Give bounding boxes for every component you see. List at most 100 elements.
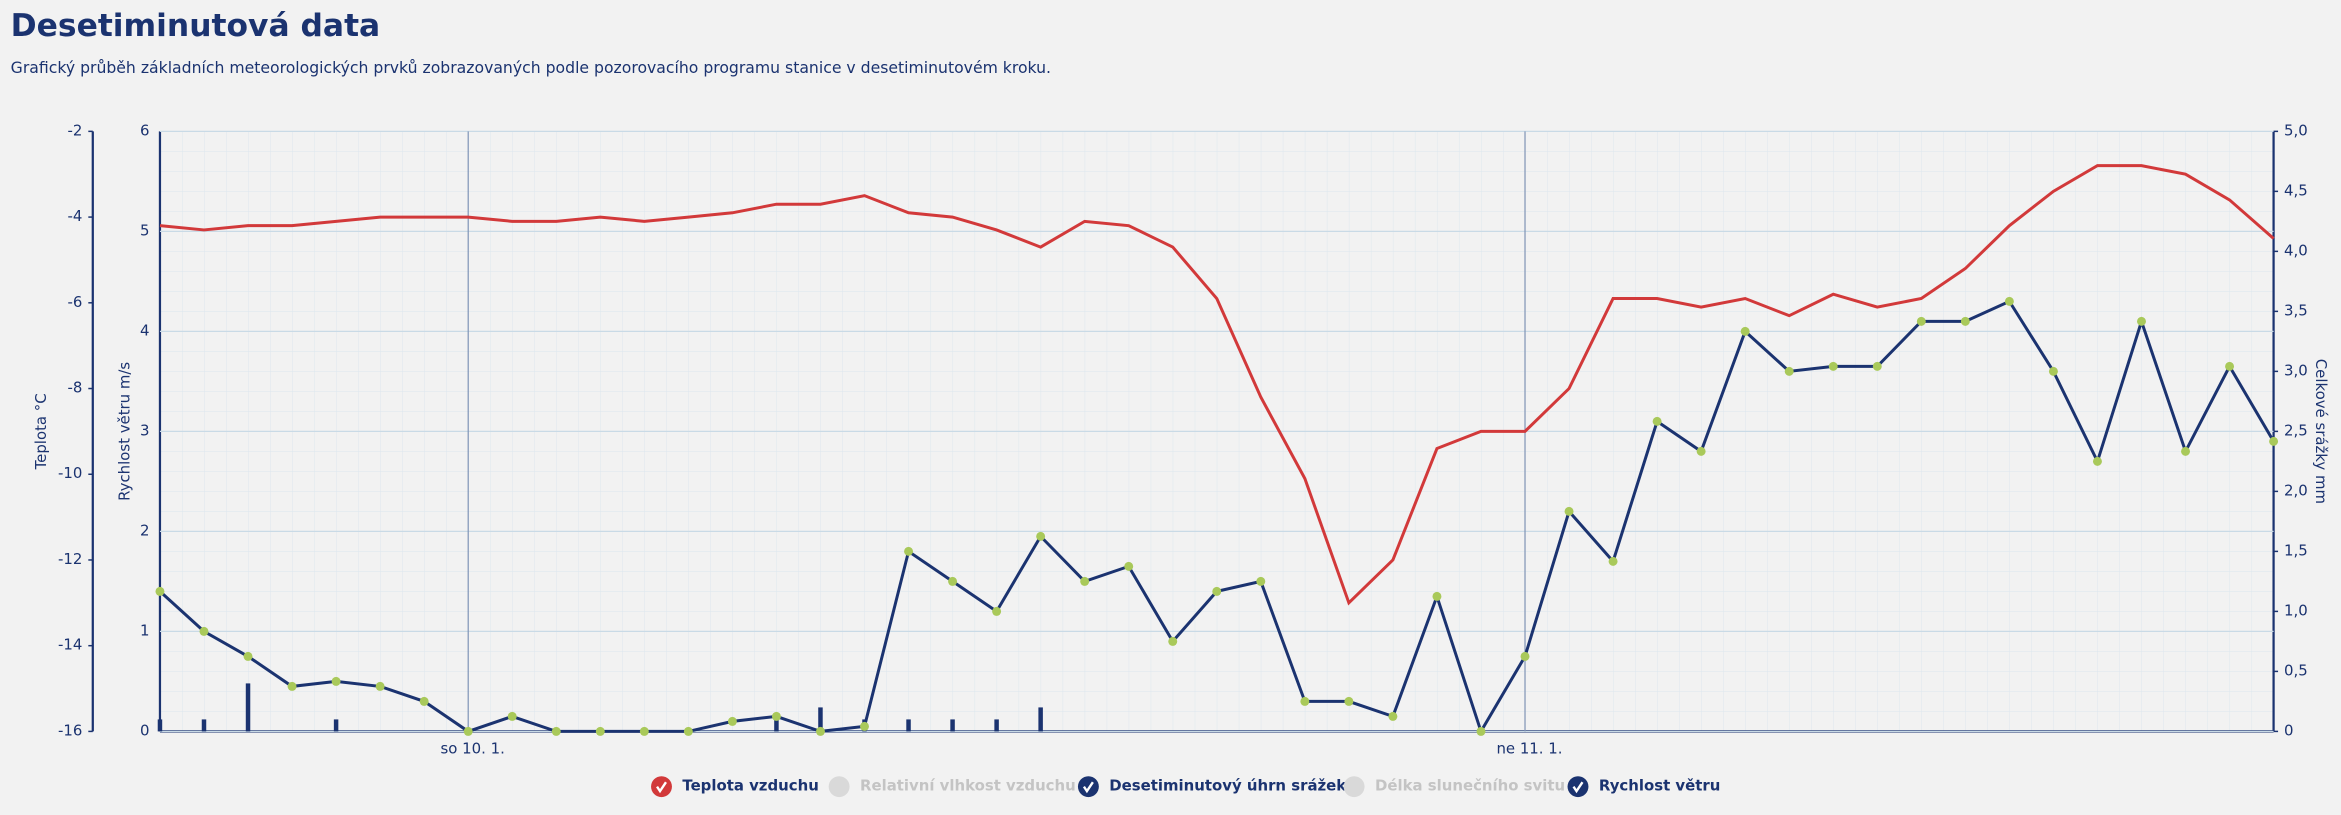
temp-tick-label: -8 bbox=[67, 379, 82, 397]
wind-tick-label: 4 bbox=[140, 321, 149, 339]
wind-marker bbox=[507, 711, 517, 721]
wind-marker bbox=[243, 651, 253, 661]
wind-marker bbox=[1872, 361, 1882, 371]
precip-tick-label: 1,0 bbox=[2284, 601, 2308, 619]
wind-marker bbox=[1036, 531, 1046, 541]
wind-marker bbox=[1080, 576, 1090, 586]
precip-bar bbox=[245, 683, 251, 732]
temp-axis-title: Teplota °C bbox=[32, 393, 50, 470]
wind-marker bbox=[683, 726, 693, 736]
precip-bar bbox=[818, 707, 823, 732]
precip-axis-title: Celkové srážky mm bbox=[2312, 359, 2330, 504]
wind-marker bbox=[639, 726, 649, 736]
legend-swatch[interactable] bbox=[1343, 776, 1365, 798]
precip-tick-label: 0 bbox=[2284, 721, 2293, 739]
wind-marker bbox=[1344, 696, 1354, 706]
precip-tick-label: 4,5 bbox=[2284, 181, 2308, 199]
wind-marker bbox=[1300, 696, 1310, 706]
wind-marker bbox=[948, 576, 958, 586]
precip-bar bbox=[994, 719, 999, 732]
temperature-line bbox=[159, 164, 2275, 606]
legend-check bbox=[1082, 781, 1094, 794]
wind-marker bbox=[860, 721, 869, 731]
legend-label[interactable]: Teplota vzduchu bbox=[682, 777, 818, 795]
wind-tick-label: 3 bbox=[140, 421, 149, 439]
precip-tick-label: 3,5 bbox=[2284, 301, 2308, 319]
precip-tick-label: 5,0 bbox=[2284, 121, 2308, 139]
x-tick-label: so 10. 1. bbox=[441, 739, 505, 757]
wind-marker bbox=[2137, 316, 2146, 326]
wind-tick-label: 2 bbox=[140, 521, 149, 539]
legend-swatch[interactable] bbox=[651, 776, 672, 798]
x-tick-label: ne 11. 1. bbox=[1496, 739, 1562, 757]
wind-marker bbox=[1652, 416, 1662, 426]
temp-tick-label: -16 bbox=[58, 721, 82, 739]
wind-marker bbox=[375, 681, 385, 691]
wind-marker bbox=[199, 626, 209, 636]
precip-tick-label: 2,0 bbox=[2284, 481, 2308, 499]
precip-tick-label: 0,5 bbox=[2284, 661, 2308, 679]
wind-marker bbox=[155, 586, 165, 596]
legend-swatch[interactable] bbox=[828, 776, 850, 798]
wind-marker bbox=[1168, 636, 1178, 646]
wind-marker bbox=[331, 676, 341, 686]
wind-marker bbox=[1960, 316, 1970, 326]
legend-label[interactable]: Rychlost větru bbox=[1599, 777, 1720, 795]
page-title: Desetiminutová data bbox=[11, 8, 380, 44]
wind-tick-label: 5 bbox=[140, 221, 149, 239]
page-subtitle: Grafický průběh základních meteorologick… bbox=[11, 58, 1051, 77]
wind-tick-label: 6 bbox=[140, 121, 149, 139]
legend-swatch[interactable] bbox=[1567, 776, 1589, 798]
precip-tick-label: 1,5 bbox=[2284, 541, 2308, 559]
wind-marker bbox=[1388, 711, 1398, 721]
wind-marker bbox=[1564, 506, 1574, 516]
wind-marker bbox=[1476, 726, 1486, 736]
wind-marker bbox=[992, 606, 1002, 616]
temp-tick-label: -2 bbox=[67, 121, 82, 139]
wind-marker bbox=[463, 726, 473, 736]
wind-marker bbox=[1608, 556, 1618, 566]
legend-label[interactable]: Délka slunečního svitu bbox=[1375, 777, 1565, 795]
precip-bar bbox=[333, 719, 339, 732]
wind-marker bbox=[1432, 591, 1442, 601]
legend-check bbox=[1572, 781, 1584, 794]
temp-tick-label: -12 bbox=[58, 550, 82, 568]
precip-bar bbox=[774, 719, 779, 732]
wind-marker bbox=[2269, 436, 2279, 446]
precip-tick-label: 3,0 bbox=[2284, 361, 2308, 379]
wind-marker bbox=[287, 681, 297, 691]
wind-marker bbox=[727, 716, 737, 726]
wind-marker bbox=[815, 726, 825, 736]
wind-marker bbox=[1828, 361, 1838, 371]
wind-marker bbox=[771, 711, 781, 721]
wind-marker bbox=[1520, 651, 1530, 661]
legend-swatch[interactable] bbox=[1077, 776, 1099, 798]
wind-axis-title: Rychlost větru m/s bbox=[116, 362, 134, 501]
wind-marker bbox=[2092, 456, 2102, 466]
wind-marker bbox=[1784, 366, 1794, 376]
wind-marker bbox=[2225, 361, 2235, 371]
wind-marker bbox=[551, 726, 561, 736]
temp-tick-label: -6 bbox=[67, 293, 82, 311]
precip-bar bbox=[906, 719, 911, 732]
wind-tick-label: 0 bbox=[140, 721, 149, 739]
precip-bar bbox=[201, 719, 207, 732]
legend-check bbox=[656, 781, 667, 794]
wind-marker bbox=[904, 546, 914, 556]
precip-tick-label: 2,5 bbox=[2284, 421, 2308, 439]
wind-tick-label: 1 bbox=[140, 621, 149, 639]
wind-marker bbox=[1124, 561, 1134, 571]
temp-tick-label: -14 bbox=[58, 636, 82, 654]
precip-tick-label: 4,0 bbox=[2284, 241, 2308, 259]
wind-marker bbox=[1740, 326, 1750, 336]
legend-label[interactable]: Relativní vlhkost vzduchu bbox=[860, 777, 1076, 795]
wind-marker bbox=[2048, 366, 2058, 376]
wind-marker bbox=[1212, 586, 1222, 596]
precip-bar bbox=[1038, 707, 1043, 732]
wind-marker bbox=[419, 696, 429, 706]
legend-label[interactable]: Desetiminutový úhrn srážek bbox=[1109, 777, 1347, 795]
wind-marker bbox=[595, 726, 605, 736]
wind-marker bbox=[1256, 576, 1266, 586]
temp-tick-label: -4 bbox=[67, 207, 82, 225]
